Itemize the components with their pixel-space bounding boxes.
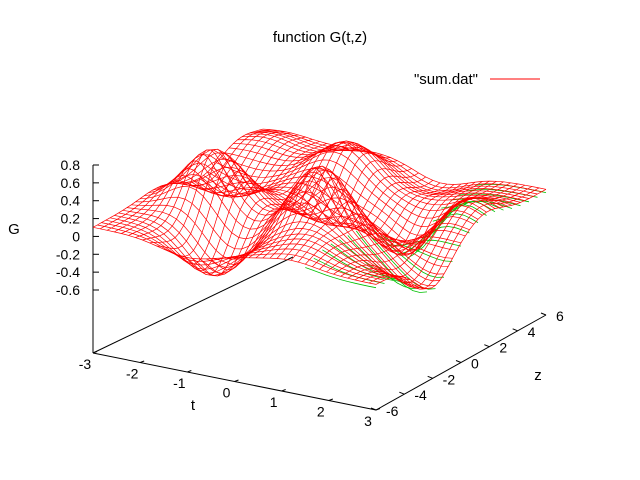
g-tick-label: -0.4: [56, 264, 80, 280]
t-tick-mark: [375, 408, 381, 411]
surface-grid-line: [254, 130, 538, 195]
surface-grid-line: [135, 191, 419, 286]
z-tick-label: -6: [386, 403, 399, 419]
g-tick-label: 0: [72, 228, 80, 244]
surface-grid-line: [233, 140, 517, 205]
surface-underside-line: [415, 204, 487, 253]
surface-grid-line: [250, 132, 534, 197]
x-axis-label-t: t: [191, 397, 196, 414]
z-axis-label-G: G: [8, 221, 20, 238]
surface-grid-line: [169, 158, 453, 259]
z-tick-mark: [540, 312, 547, 316]
surface-grid-line: [326, 180, 497, 273]
back-base-line: [92, 256, 294, 354]
surface-grid-line: [160, 148, 445, 275]
surface-grid-line: [258, 129, 542, 193]
surface-grid-line: [139, 180, 423, 289]
surface-grid-line: [173, 166, 457, 251]
surface-underside-line: [322, 249, 394, 281]
t-tick-label: 3: [364, 413, 372, 429]
z-tick-label: -4: [414, 387, 427, 403]
surface-grid-line: [224, 145, 508, 212]
g-tick-label: -0.6: [56, 282, 80, 298]
surface-grid-line: [143, 171, 428, 290]
z-tick-label: 4: [528, 324, 536, 340]
surface-grid-line: [262, 128, 547, 190]
g-tick-label: 0.4: [61, 193, 81, 209]
surface-grid-line: [148, 162, 432, 290]
surface-grid-line: [186, 182, 470, 252]
surface-grid-line: [245, 133, 530, 199]
z-tick-mark: [370, 407, 377, 411]
surface-grid-line: [122, 209, 406, 278]
surface-underside-line: [407, 213, 479, 259]
surface-grid-line: [241, 135, 525, 201]
z-tick-mark: [484, 344, 490, 348]
t-tick-mark: [92, 351, 98, 354]
t-tick-label: 0: [223, 385, 231, 401]
surface-grid-line: [199, 178, 483, 255]
surface-mesh: [92, 128, 547, 293]
surface-grid-line: [290, 183, 462, 261]
surface-grid-line: [177, 174, 462, 244]
surface-grid-line: [152, 154, 436, 287]
g-tick-label: -0.2: [56, 246, 80, 262]
legend: "sum.dat": [414, 71, 540, 88]
t-tick-mark: [187, 370, 192, 373]
t-tick-label: -1: [173, 375, 186, 391]
t-tick-label: 1: [270, 394, 278, 410]
surface-grid-line: [156, 149, 440, 282]
surface-grid-line: [131, 202, 415, 283]
t-tick-mark: [281, 389, 286, 392]
t-tick-label: -3: [79, 356, 92, 372]
z-tick-label: -2: [443, 371, 456, 387]
z-tick-label: 2: [499, 340, 507, 356]
t-tick-mark: [139, 360, 145, 363]
surface-grid-line: [220, 151, 504, 219]
surface-grid-line: [118, 212, 402, 277]
g-tick-label: 0.8: [61, 157, 81, 173]
legend-label: "sum.dat": [414, 71, 478, 88]
surface-grid-line: [237, 139, 521, 203]
surface-grid-line: [228, 141, 513, 206]
surface-grid-line: [216, 159, 500, 227]
t-tick-label: -2: [126, 366, 139, 382]
t-tick-mark: [234, 379, 239, 382]
z-tick-label: 0: [471, 356, 479, 372]
surface-grid-line: [203, 175, 487, 251]
z-tick-mark: [455, 360, 462, 363]
surface-grid-line: [126, 207, 411, 280]
t-tick-mark: [328, 398, 334, 401]
z-tick-label: 6: [556, 308, 564, 324]
y-axis-label-z: z: [534, 367, 542, 384]
chart-title: function G(t,z): [273, 29, 367, 46]
z-tick-mark: [427, 375, 433, 379]
z-tick-mark: [399, 391, 405, 395]
surface-grid-line: [92, 226, 377, 285]
z-tick-mark: [512, 328, 518, 332]
surface-grid-line: [97, 224, 381, 283]
surface-underside-line: [305, 267, 377, 289]
g-tick-label: 0.2: [61, 211, 81, 227]
t-tick-label: 2: [317, 404, 325, 420]
g-tick-label: 0.6: [61, 175, 81, 191]
tick-labels: 0.80.60.40.20-0.2-0.4-0.6-3-2-10123-6-4-…: [56, 157, 564, 429]
